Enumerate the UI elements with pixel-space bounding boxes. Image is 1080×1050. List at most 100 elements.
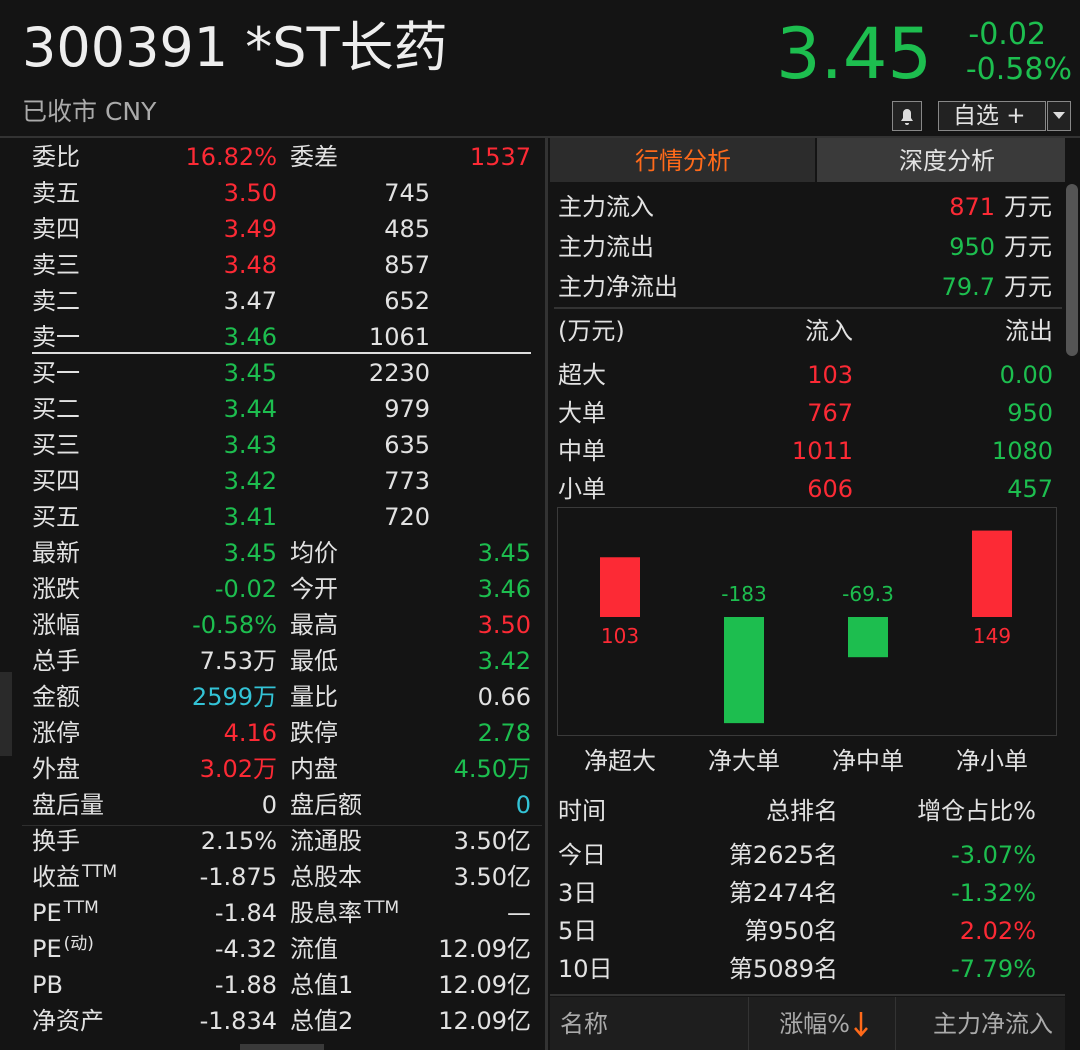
field-label: 净资产 [32,1007,104,1035]
bar [848,617,888,658]
field-label: 卖三 [32,251,80,279]
field-value: 3.50 [477,611,531,639]
field-value: — [507,899,531,927]
field-value: 4.16 [223,719,277,747]
alert-button[interactable] [892,101,922,131]
tab-label[interactable]: 行情分析 [635,147,731,175]
field-value: 12.09亿 [438,935,531,963]
field-label: 股息率 TTM [290,897,399,929]
field-value: 2.15% [200,827,277,855]
field-value: 16.82% [185,143,277,171]
rank: 第5089名 [728,955,838,983]
order-volume: 652 [384,287,430,315]
flow-label: 主力净流出 [558,273,678,301]
left-scroll-handle [240,1044,324,1050]
chart-category: 净大单 [708,747,780,775]
dropdown-icon [1053,112,1065,119]
sort-arrow [854,1012,868,1037]
field-label: 外盘 [32,755,80,783]
column-header: 增仓占比% [917,797,1036,825]
bar [600,557,640,617]
panel-divider [545,138,548,1050]
field-value: 3.42 [223,467,277,495]
column-header: 总排名 [766,797,838,825]
field-label: 涨跌 [32,575,80,603]
bar-label: 149 [973,624,1011,648]
field-value: -1.88 [214,971,277,999]
summary-divider [554,307,1062,309]
price-change: -0.02 [968,17,1046,52]
watchlist-label: 自选 + [953,103,1026,129]
watchlist-button[interactable]: 自选 + [938,101,1046,131]
rank: 第950名 [744,917,838,945]
position-change: -3.07% [951,841,1036,869]
order-volume: 720 [384,503,430,531]
field-label: PE TTM [32,897,99,929]
position-change: -1.32% [951,879,1036,907]
field-label: 委差 [290,143,338,171]
column-header: 流入 [805,317,853,345]
field-value: 0.66 [477,683,531,711]
bar [972,530,1012,617]
period: 今日 [558,841,606,869]
tab-inactive[interactable] [817,138,1065,182]
list-column-header[interactable]: 主力净流入 [933,1010,1053,1038]
list-column-header[interactable]: 涨幅% [779,1010,850,1038]
field-label: 卖四 [32,215,80,243]
label-text: 收益 [32,863,80,891]
inflow: 103 [807,361,853,389]
order-volume: 485 [384,215,430,243]
chart-category: 净中单 [832,747,904,775]
tab-active[interactable] [550,138,815,182]
rank: 第2625名 [728,841,838,869]
field-label: 总股本 [290,863,362,891]
field-label: 买一 [32,359,80,387]
field-value: -1.84 [214,899,277,927]
field-value: 2.78 [477,719,531,747]
field-label: PE (动) [32,933,94,965]
field-value: 0 [261,791,277,819]
flow-label: 主力流出 [558,233,654,261]
order-volume: 745 [384,179,430,207]
chart-frame [557,507,1057,736]
chart-category: 净小单 [956,747,1028,775]
label-text: PE [32,899,62,927]
column-header: 流出 [1005,317,1053,345]
field-value: 0 [515,791,531,819]
order-volume: 1061 [368,323,430,351]
field-value: 3.41 [223,503,277,531]
field-label: 总值2 [290,1007,354,1035]
field-label: 委比 [32,143,80,171]
field-value: -4.32 [214,935,277,963]
field-value: 2599万 [191,683,277,711]
order-size: 大单 [558,399,606,427]
column-header: 时间 [558,797,606,825]
list-header-sep [748,997,749,1050]
field-label: 流值 [290,935,338,963]
column-header: (万元) [558,317,625,345]
watchlist-dropdown[interactable] [1047,101,1071,131]
list-header-sep [895,997,896,1050]
tab-label[interactable]: 深度分析 [899,147,995,175]
field-label: 跌停 [290,719,338,747]
field-label: 最低 [290,647,338,675]
field-label: 量比 [290,683,338,711]
field-value: 3.48 [223,251,277,279]
order-volume: 2230 [368,359,430,387]
label-superscript: (动) [63,934,94,954]
flow-unit: 万元 [1004,193,1052,221]
label-superscript: TTM [364,898,400,918]
field-label: 涨停 [32,719,80,747]
field-value: 3.44 [223,395,277,423]
label-text: PE [32,935,62,963]
chart-category: 净超大 [584,747,656,775]
field-label: 卖一 [32,323,80,351]
field-label: 最新 [32,539,80,567]
field-value: -0.02 [214,575,277,603]
bar-label: -183 [721,582,766,606]
field-value: 7.53万 [199,647,277,675]
list-column-header[interactable]: 名称 [560,1010,608,1038]
field-value: -1.834 [199,1007,277,1035]
outflow: 457 [1007,475,1053,503]
field-label: 总手 [32,647,80,675]
